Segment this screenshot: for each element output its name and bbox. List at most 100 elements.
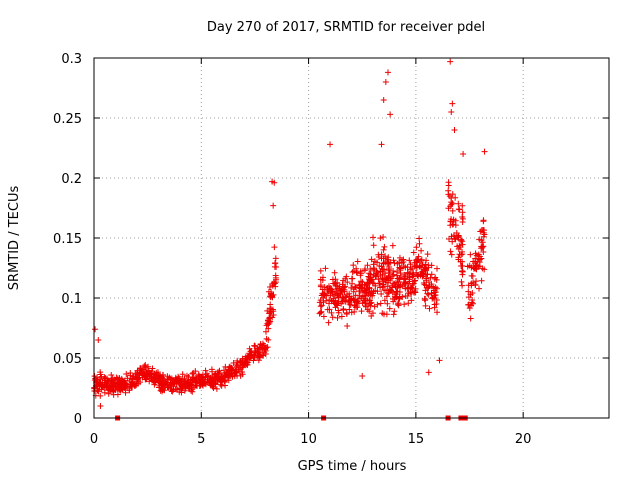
data-point — [467, 315, 474, 322]
data-point — [350, 262, 357, 269]
data-point — [432, 274, 439, 281]
data-point — [325, 319, 332, 326]
data-point — [244, 361, 251, 368]
data-point — [109, 375, 116, 382]
data-point — [424, 251, 431, 258]
data-point — [402, 273, 409, 280]
data-point — [122, 389, 129, 396]
data-point — [134, 371, 141, 378]
data-point — [431, 289, 438, 296]
data-point — [428, 290, 435, 297]
y-tick-label: 0.05 — [53, 352, 82, 367]
data-point — [472, 255, 479, 262]
data-point — [425, 279, 432, 286]
data-point — [476, 253, 483, 260]
data-point — [370, 234, 377, 241]
data-point — [357, 278, 364, 285]
data-point — [467, 291, 474, 298]
data-point — [377, 300, 384, 307]
data-point — [189, 370, 196, 377]
data-point — [167, 379, 174, 386]
data-point — [97, 403, 104, 409]
data-point — [104, 383, 111, 390]
data-point — [224, 373, 231, 380]
data-point — [183, 379, 190, 386]
data-point — [394, 275, 401, 282]
y-tick-label: 0.25 — [53, 112, 82, 127]
data-point — [119, 386, 126, 393]
data-point — [264, 320, 271, 327]
data-point — [256, 353, 263, 360]
data-point — [319, 290, 326, 297]
data-point — [266, 310, 273, 317]
data-point — [317, 303, 324, 310]
data-point — [423, 275, 430, 282]
data-point — [101, 389, 108, 396]
data-point — [269, 292, 276, 299]
data-point — [455, 200, 462, 207]
data-point — [350, 296, 357, 303]
data-point — [184, 378, 191, 385]
data-point — [202, 374, 209, 381]
data-point — [210, 375, 217, 382]
data-point — [395, 300, 402, 307]
data-point — [265, 321, 272, 328]
y-tick-label: 0 — [74, 412, 82, 427]
data-point — [171, 380, 178, 387]
x-tick-label: 5 — [197, 432, 205, 447]
data-point — [366, 270, 373, 277]
data-point — [325, 283, 332, 290]
data-point — [390, 311, 397, 318]
data-point — [333, 300, 340, 307]
data-point — [479, 243, 486, 250]
data-point — [382, 79, 389, 85]
data-point — [120, 378, 127, 385]
data-point — [213, 385, 220, 392]
data-point — [206, 377, 213, 384]
data-point — [375, 276, 382, 283]
data-point — [377, 235, 384, 242]
x-tick-label: 10 — [300, 432, 317, 447]
data-point — [182, 385, 189, 392]
data-point — [367, 302, 374, 309]
data-point — [200, 382, 207, 389]
data-point — [151, 374, 158, 381]
data-point — [373, 267, 380, 274]
data-point — [183, 382, 190, 389]
data-point — [146, 378, 153, 385]
data-point — [359, 279, 366, 286]
data-point — [228, 371, 235, 378]
data-point — [408, 290, 415, 297]
data-point — [391, 260, 398, 267]
data-point — [386, 305, 393, 312]
data-point — [323, 297, 330, 304]
data-point — [447, 248, 454, 255]
data-point — [357, 270, 364, 277]
data-point — [434, 309, 441, 316]
data-point — [413, 244, 420, 251]
x-tick-label: 0 — [90, 432, 98, 447]
x-axis-label: GPS time / hours — [298, 459, 407, 474]
data-point — [450, 219, 457, 226]
data-point — [267, 283, 274, 290]
data-point — [267, 301, 274, 308]
data-point — [425, 284, 432, 291]
data-point — [322, 265, 329, 272]
data-point — [271, 280, 278, 287]
data-point — [362, 266, 369, 273]
data-point — [447, 203, 454, 210]
data-point — [415, 253, 422, 260]
data-point — [401, 282, 408, 289]
data-point — [422, 267, 429, 274]
data-point — [174, 386, 181, 393]
data-point — [114, 391, 121, 398]
data-point — [447, 58, 454, 65]
data-point — [471, 265, 478, 272]
data-point — [405, 300, 412, 307]
data-point — [380, 246, 387, 253]
y-tick-label: 0.1 — [61, 292, 82, 307]
data-point — [255, 354, 262, 361]
data-point — [410, 249, 417, 256]
data-point — [172, 376, 179, 383]
data-point — [468, 299, 475, 306]
